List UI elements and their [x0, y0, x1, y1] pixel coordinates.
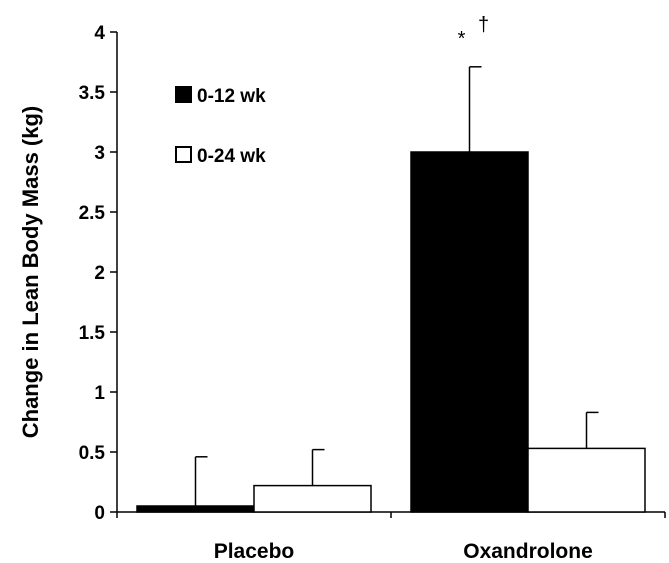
y-tick-label: 1.5: [79, 323, 106, 344]
significance-marker: †: [478, 14, 489, 36]
y-tick-label: 1: [94, 383, 105, 404]
x-tick-label: Placebo: [214, 540, 295, 563]
x-tick-label: Oxandrolone: [463, 540, 593, 563]
bar: [410, 151, 529, 513]
bar: [527, 447, 646, 513]
legend-label: 0-24 wk: [197, 146, 266, 167]
y-tick-label: 0: [94, 503, 105, 524]
y-tick-label: 0.5: [79, 443, 106, 464]
bar: [253, 484, 372, 513]
bars: *†: [136, 14, 646, 513]
legend: 0-12 wk 0-24 wk: [175, 86, 266, 167]
y-axis-label: Change in Lean Body Mass (kg): [18, 106, 43, 439]
legend-swatch: [175, 86, 192, 103]
y-tick-label: 3.5: [79, 83, 106, 104]
bar: [136, 505, 255, 513]
y-tick-label: 4: [94, 23, 105, 44]
legend-swatch: [175, 146, 192, 163]
y-tick-label: 2.5: [79, 203, 106, 224]
y-tick-label: 3: [94, 143, 105, 164]
y-tick-label: 2: [94, 263, 105, 284]
legend-label: 0-12 wk: [197, 86, 266, 107]
significance-marker: *: [458, 28, 466, 50]
axes: 0 0.5 1 1.5 2 2.5 3 3.5 4 Placebo Oxandrolone: [79, 23, 666, 563]
